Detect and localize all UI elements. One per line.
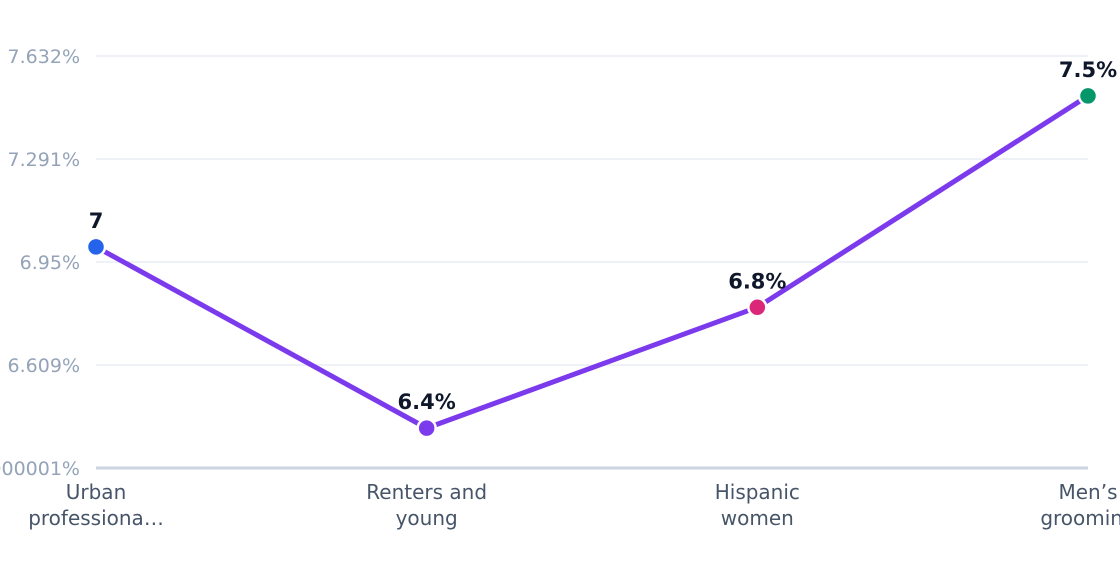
x-category-label-line: grooming — [1040, 506, 1120, 530]
x-category-label-line: Men’s — [1058, 480, 1117, 504]
data-point[interactable] — [85, 236, 107, 258]
x-category-label-line: young — [396, 506, 458, 530]
grid-lines — [96, 55, 1088, 366]
x-axis-category-labels: Urban professiona… Renters and young Hispani… — [28, 480, 1120, 530]
series-line — [93, 93, 1091, 431]
x-category-label-line: professiona… — [28, 506, 164, 530]
x-category-label: Men’sgrooming — [1040, 480, 1120, 530]
x-category-label-line: Urban — [66, 480, 127, 504]
y-axis-tick-labels: 6.2680000001% 6.609% 6.95% 7.291% 7.632% — [0, 46, 80, 480]
x-category-label-line: Renters and — [366, 480, 487, 504]
y-tick-label: 7.632% — [8, 46, 80, 68]
y-tick-label: 6.95% — [20, 252, 80, 274]
data-label: 6.4% — [398, 390, 456, 414]
x-category-label-line: women — [721, 506, 794, 530]
x-category-label-line: Hispanic — [715, 480, 800, 504]
x-category-label: Renters and young — [366, 480, 487, 530]
x-category-label: Hispanic women — [715, 480, 800, 530]
y-tick-label: 6.2680000001% — [0, 458, 80, 480]
data-point[interactable] — [747, 297, 768, 318]
data-point[interactable] — [1077, 85, 1099, 107]
y-tick-label: 7.291% — [8, 149, 80, 171]
data-label: 7 — [89, 209, 104, 233]
data-points — [85, 85, 1099, 439]
y-tick-label: 6.609% — [8, 355, 80, 377]
data-label: 6.8% — [728, 269, 786, 293]
x-category-label: Urban professiona… — [28, 480, 164, 530]
data-labels: 7 6.4% 6.8% 7.5% — [89, 58, 1117, 414]
data-label: 7.5% — [1059, 58, 1117, 82]
data-point[interactable] — [416, 417, 437, 439]
